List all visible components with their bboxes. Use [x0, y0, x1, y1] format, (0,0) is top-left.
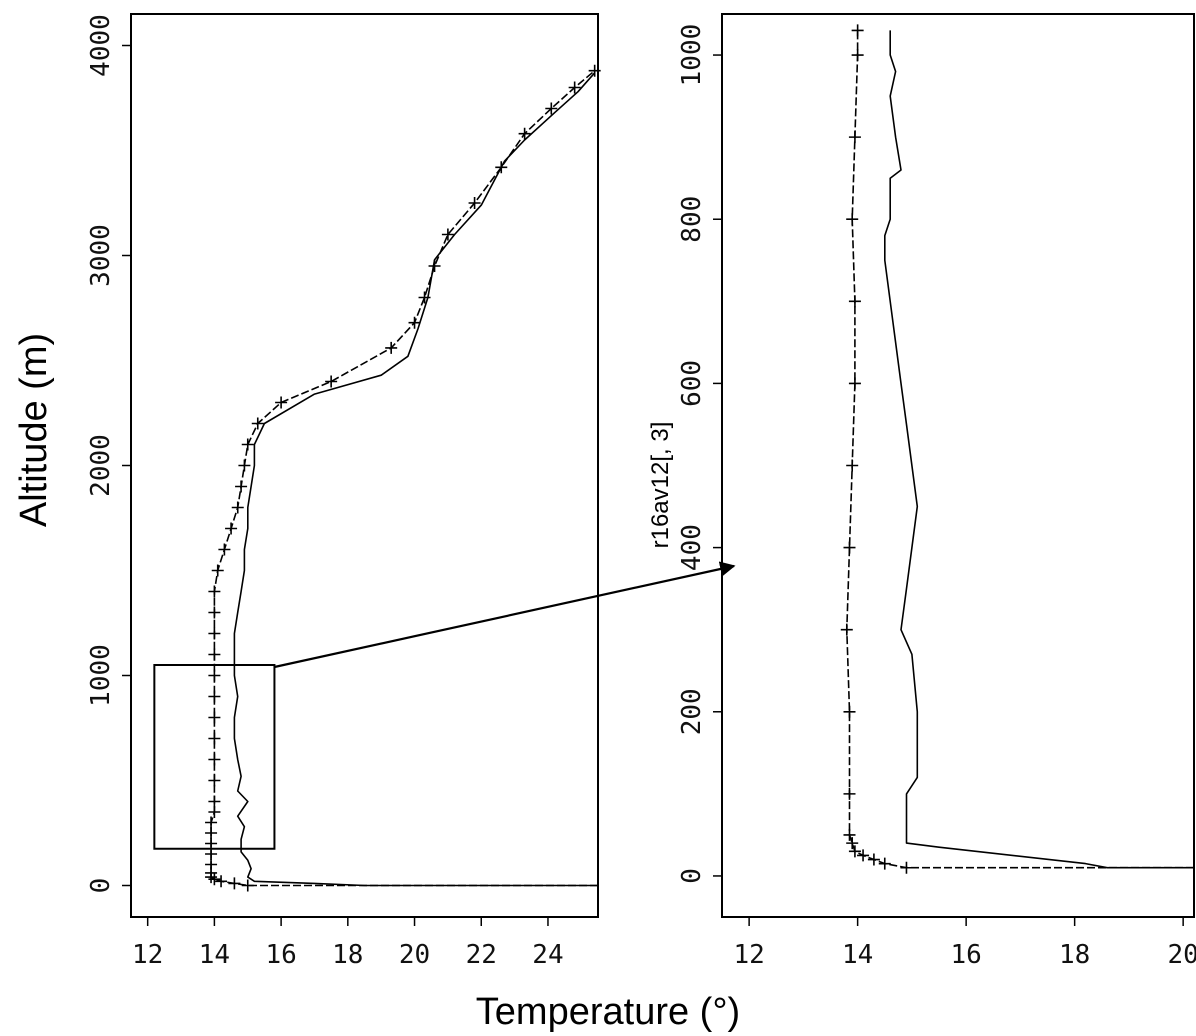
cross-marker — [848, 295, 861, 308]
x-tick-label: 22 — [466, 940, 497, 970]
cross-marker — [275, 396, 288, 409]
cross-marker — [228, 877, 241, 890]
cross-marker — [208, 669, 221, 682]
cross-marker — [208, 648, 221, 661]
x-tick-label: 12 — [132, 940, 163, 970]
cross-marker — [588, 64, 601, 77]
cross-marker — [208, 795, 221, 808]
zoom-arrow — [274, 561, 736, 669]
cross-marker — [211, 564, 224, 577]
y-tick-label: 600 — [677, 360, 707, 407]
y-tick-label: 2000 — [86, 434, 116, 497]
series-line-1 — [883, 30, 1194, 869]
y-tick-label: 3000 — [86, 224, 116, 287]
zoom-panel-y-label: r16av12[, 3] — [647, 422, 674, 549]
y-tick-label: 0 — [86, 878, 116, 894]
cross-marker — [867, 853, 880, 866]
plot-frame — [130, 13, 599, 918]
y-tick-label: 1000 — [677, 24, 707, 87]
cross-marker — [468, 197, 481, 209]
cross-marker — [208, 774, 221, 787]
cross-marker — [568, 81, 581, 94]
cross-marker — [208, 606, 221, 619]
cross-marker — [205, 848, 218, 860]
cross-marker — [238, 459, 251, 472]
series-line-2 — [210, 70, 598, 887]
cross-marker — [495, 161, 508, 174]
cross-marker — [208, 711, 221, 724]
x-tick-label: 12 — [733, 940, 764, 970]
cross-marker — [231, 501, 244, 514]
cross-marker — [208, 806, 221, 818]
x-tick-label: 18 — [332, 940, 363, 970]
cross-marker — [846, 213, 859, 226]
cross-marker — [208, 753, 221, 766]
cross-marker — [418, 291, 431, 304]
y-tick-label: 200 — [677, 688, 707, 735]
cross-marker — [225, 522, 238, 535]
zoom-indicator — [153, 561, 736, 850]
cross-marker — [848, 845, 861, 858]
series-line-1 — [233, 72, 598, 887]
x-tick-label: 16 — [950, 940, 981, 970]
overview-panel: 12 14 16 18 20 22 24 0 1000 2000 3000 4000 — [86, 13, 601, 970]
cross-marker — [205, 816, 218, 829]
cross-marker — [205, 837, 218, 850]
cross-marker — [205, 827, 218, 839]
cross-marker — [851, 49, 864, 62]
cross-marker — [218, 543, 231, 556]
y-tick-label: 1000 — [86, 644, 116, 707]
cross-marker — [900, 861, 913, 874]
cross-marker — [848, 131, 861, 144]
cross-marker — [545, 102, 558, 115]
cross-marker — [843, 705, 856, 718]
cross-marker — [843, 828, 856, 841]
y-axis-title: Altitude (m) — [13, 333, 55, 527]
x-tick-label: 14 — [199, 940, 230, 970]
cross-marker — [241, 879, 254, 892]
cross-marker — [325, 375, 338, 388]
plot-frame — [721, 13, 1195, 918]
cross-marker — [518, 127, 531, 140]
cross-marker — [235, 480, 248, 493]
cross-marker — [851, 24, 864, 37]
cross-marker — [840, 623, 853, 636]
cross-marker — [428, 260, 441, 272]
cross-marker — [846, 837, 859, 850]
cross-marker — [251, 417, 264, 430]
x-axis-title: Temperature (°) — [476, 991, 740, 1033]
cross-marker — [208, 873, 221, 886]
cross-marker — [408, 316, 421, 329]
x-tick-label: 18 — [1059, 940, 1090, 970]
cross-marker — [208, 627, 221, 640]
cross-marker — [208, 585, 221, 598]
cross-marker — [846, 459, 859, 472]
cross-marker — [208, 732, 221, 745]
x-tick-label: 24 — [532, 940, 563, 970]
y-tick-label: 4000 — [86, 14, 116, 77]
y-tick-label: 400 — [677, 524, 707, 571]
cross-marker — [857, 849, 870, 862]
x-tick-label: 20 — [1167, 940, 1196, 970]
x-tick-label: 14 — [842, 940, 873, 970]
y-tick-label: 0 — [677, 868, 707, 884]
cross-marker — [843, 541, 856, 554]
cross-marker — [385, 341, 398, 354]
cross-marker — [848, 377, 861, 390]
zoom-box — [153, 664, 276, 850]
y-tick-label: 800 — [677, 196, 707, 243]
cross-marker — [208, 690, 221, 703]
x-tick-label: 16 — [265, 940, 296, 970]
cross-marker — [441, 228, 454, 241]
x-tick-label: 20 — [399, 940, 430, 970]
cross-marker — [215, 875, 228, 888]
cross-marker — [878, 857, 891, 870]
cross-marker — [205, 858, 218, 871]
cross-marker — [843, 787, 856, 800]
cross-marker — [241, 438, 254, 451]
